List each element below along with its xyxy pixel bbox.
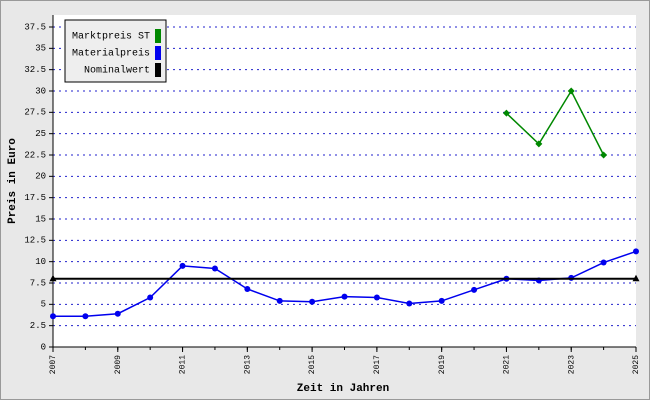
y-tick-label: 35 [35,44,46,54]
y-tick-label: 5 [41,300,46,310]
y-tick-label: 27.5 [24,108,46,118]
x-tick-label: 2019 [438,355,447,374]
y-tick-label: 30 [35,86,46,96]
point [406,300,413,307]
point [309,298,316,305]
point [471,286,478,293]
y-tick-label: 15 [35,214,46,224]
series-line [505,89,605,156]
point [50,313,56,320]
y-tick-label: 7.5 [30,278,46,288]
point [341,293,348,300]
point [276,297,283,304]
y-axis-label: Preis in Euro [7,138,19,224]
point [600,151,608,159]
x-tick-label: 2025 [632,355,641,374]
legend-swatch [155,63,161,77]
y-tick-label: 22.5 [24,150,46,160]
x-tick-label: 2011 [179,355,188,374]
point [179,262,186,269]
point [82,313,89,320]
point [502,109,510,117]
point [373,294,380,301]
point [567,87,575,95]
y-tick-label: 12.5 [24,236,46,246]
point [600,259,607,266]
legend-swatch [155,46,161,60]
y-tick-label: 25 [35,129,46,139]
x-tick-label: 2015 [308,355,317,374]
legend-swatch [155,29,161,43]
y-tick-label: 2.5 [30,321,46,331]
point [633,248,639,255]
legend-label: Materialpreis [72,48,150,60]
legend: Marktpreis ST Materialpreis Nominalwert [64,19,167,83]
legend-box [64,19,167,83]
legend-label: Nominalwert [84,65,150,77]
x-tick-label: 2021 [503,355,512,374]
point [49,274,57,282]
y-tick-label: 20 [35,172,46,182]
x-tick-label: 2007 [49,355,58,374]
point [632,274,640,282]
y-tick-label: 0 [41,342,46,352]
x-tick-label: 2017 [373,355,382,374]
y-tick-label: 17.5 [24,193,46,203]
x-tick-label: 2023 [567,355,576,374]
y-tick-label: 32.5 [24,65,46,75]
point [438,297,445,304]
point [244,285,251,292]
point [147,294,154,301]
x-tick-label: 2013 [243,355,252,374]
point [535,140,543,148]
legend-label: Marktpreis ST [72,31,150,43]
x-axis-label: Zeit in Jahren [297,383,389,395]
y-tick-label: 10 [35,257,46,267]
point [211,265,218,272]
y-tick-label: 37.5 [24,22,46,32]
point [114,310,121,317]
x-tick-label: 2009 [114,355,123,374]
